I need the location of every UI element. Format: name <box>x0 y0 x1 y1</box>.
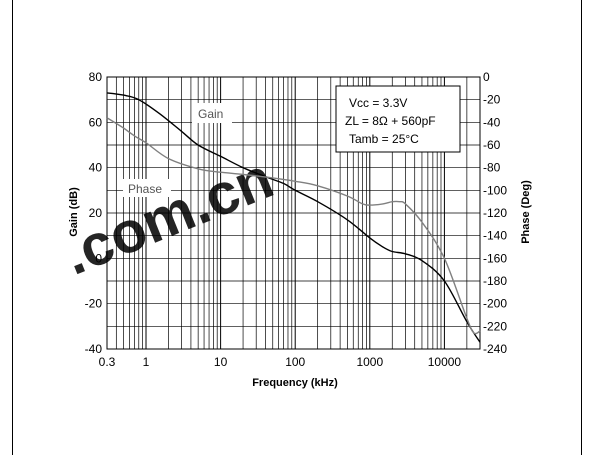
y-right-tick-label: -160 <box>483 251 507 265</box>
y-right-tick-label: -100 <box>483 183 507 197</box>
x-tick-label: 10 <box>214 355 228 369</box>
series-label-gain: Gain <box>198 107 223 121</box>
conditions-box: Vcc = 3.3V ZL = 8Ω + 560pF Tamb = 25°C <box>335 85 461 153</box>
y-axis-right-title: Phase (Deg) <box>520 180 532 244</box>
y-right-tick-label: 0 <box>483 70 490 84</box>
y-right-tick-label: -20 <box>483 93 501 107</box>
x-tick-label: 10000 <box>428 355 462 369</box>
y-left-tick-label: 40 <box>89 161 103 175</box>
series-line-gain <box>106 92 481 343</box>
series-layer <box>106 92 481 343</box>
y-right-tick-label: -40 <box>483 115 501 129</box>
y-left-tick-labels: 80 60 40 20 0 -20 -40 <box>85 70 103 356</box>
grid <box>106 76 481 350</box>
x-tick-label: 1 <box>143 355 150 369</box>
x-tick-label: 1000 <box>356 355 383 369</box>
y-left-tick-label: -20 <box>85 297 103 311</box>
series-line-phase <box>106 117 481 335</box>
y-right-tick-label: -60 <box>483 138 501 152</box>
y-right-tick-label: -180 <box>483 274 507 288</box>
y-left-tick-label: 0 <box>95 251 102 265</box>
y-right-tick-label: -120 <box>483 206 507 220</box>
y-right-tick-label: -140 <box>483 229 507 243</box>
condition-load: ZL = 8Ω + 560pF <box>345 114 436 128</box>
y-axis-left-title: Gain (dB) <box>68 187 80 237</box>
y-right-tick-label: -240 <box>483 342 507 356</box>
condition-temp: Tamb = 25°C <box>349 132 419 146</box>
y-right-tick-label: -220 <box>483 319 507 333</box>
x-tick-label: 100 <box>285 355 305 369</box>
page-frame <box>12 0 582 455</box>
x-tick-labels: 0.3 1 10 100 1000 10000 <box>99 355 462 369</box>
series-label-phase: Phase <box>128 182 162 196</box>
y-left-tick-label: -40 <box>85 342 103 356</box>
x-tick-label: 0.3 <box>99 355 116 369</box>
y-left-tick-label: 80 <box>89 70 103 84</box>
x-axis-title: Frequency (kHz) <box>252 377 338 389</box>
y-right-tick-label: -200 <box>483 297 507 311</box>
y-right-tick-label: -80 <box>483 161 501 175</box>
y-left-tick-label: 20 <box>89 206 103 220</box>
y-left-tick-label: 60 <box>89 115 103 129</box>
y-right-tick-labels: 0 -20 -40 -60 -80 -100 -120 -140 -160 -180 -200 -22… <box>483 70 507 356</box>
condition-vcc: Vcc = 3.3V <box>349 96 407 110</box>
